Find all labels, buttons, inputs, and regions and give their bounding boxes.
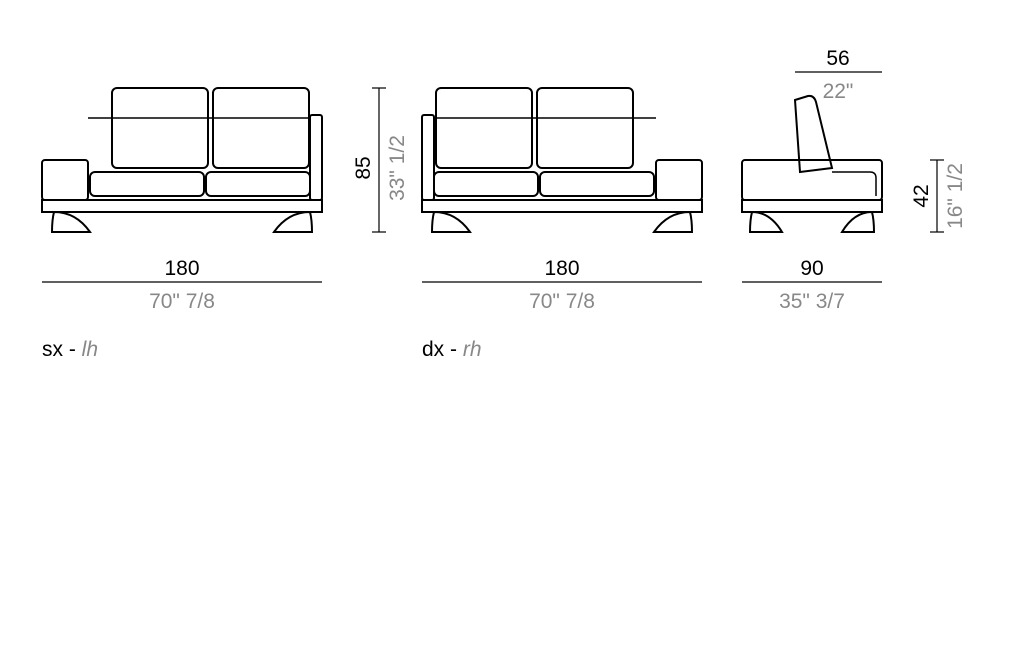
dim-seat-height-cm: 42 <box>910 184 933 207</box>
label-sx-code: sx <box>42 338 64 361</box>
dim-dx-cm: 180 <box>544 257 579 280</box>
dim-sx-cm: 180 <box>164 257 199 280</box>
dim-width-sx: 180 70" 7/8 <box>42 257 322 313</box>
label-dx-sep: - <box>444 338 463 361</box>
dim-seat-height: 42 16" 1/2 <box>910 160 967 232</box>
dim-side-cm: 90 <box>800 257 823 280</box>
svg-text:dx - rh: dx - rh <box>422 338 482 361</box>
label-dx: dx - rh <box>422 338 482 361</box>
dim-height-in: 33" 1/2 <box>386 135 409 201</box>
label-sx: sx - lh <box>42 338 98 361</box>
label-sx-sep: - <box>63 338 82 361</box>
dim-width-dx: 180 70" 7/8 <box>422 257 702 313</box>
dim-height-cm: 85 <box>352 156 375 179</box>
view-sx-front <box>42 88 322 232</box>
dim-top-in: 22" <box>823 80 854 103</box>
dim-seat-height-in: 16" 1/2 <box>944 163 967 229</box>
dim-width-side: 90 35" 3/7 <box>742 257 882 313</box>
dim-dx-in: 70" 7/8 <box>529 290 595 313</box>
dim-top: 56 22" <box>795 47 882 103</box>
view-dx-front <box>422 88 702 232</box>
label-dx-desc: rh <box>463 338 482 361</box>
dim-height: 85 33" 1/2 <box>352 88 409 232</box>
label-sx-desc: lh <box>82 338 98 361</box>
label-dx-code: dx <box>422 338 445 361</box>
dim-side-in: 35" 3/7 <box>779 290 845 313</box>
dim-top-cm: 56 <box>826 47 849 70</box>
dim-sx-in: 70" 7/8 <box>149 290 215 313</box>
tech-drawing: 85 33" 1/2 42 16" 1/2 56 22" 180 70" 7/8… <box>0 0 1019 645</box>
svg-text:sx - lh: sx - lh <box>42 338 98 361</box>
view-side <box>742 96 882 232</box>
